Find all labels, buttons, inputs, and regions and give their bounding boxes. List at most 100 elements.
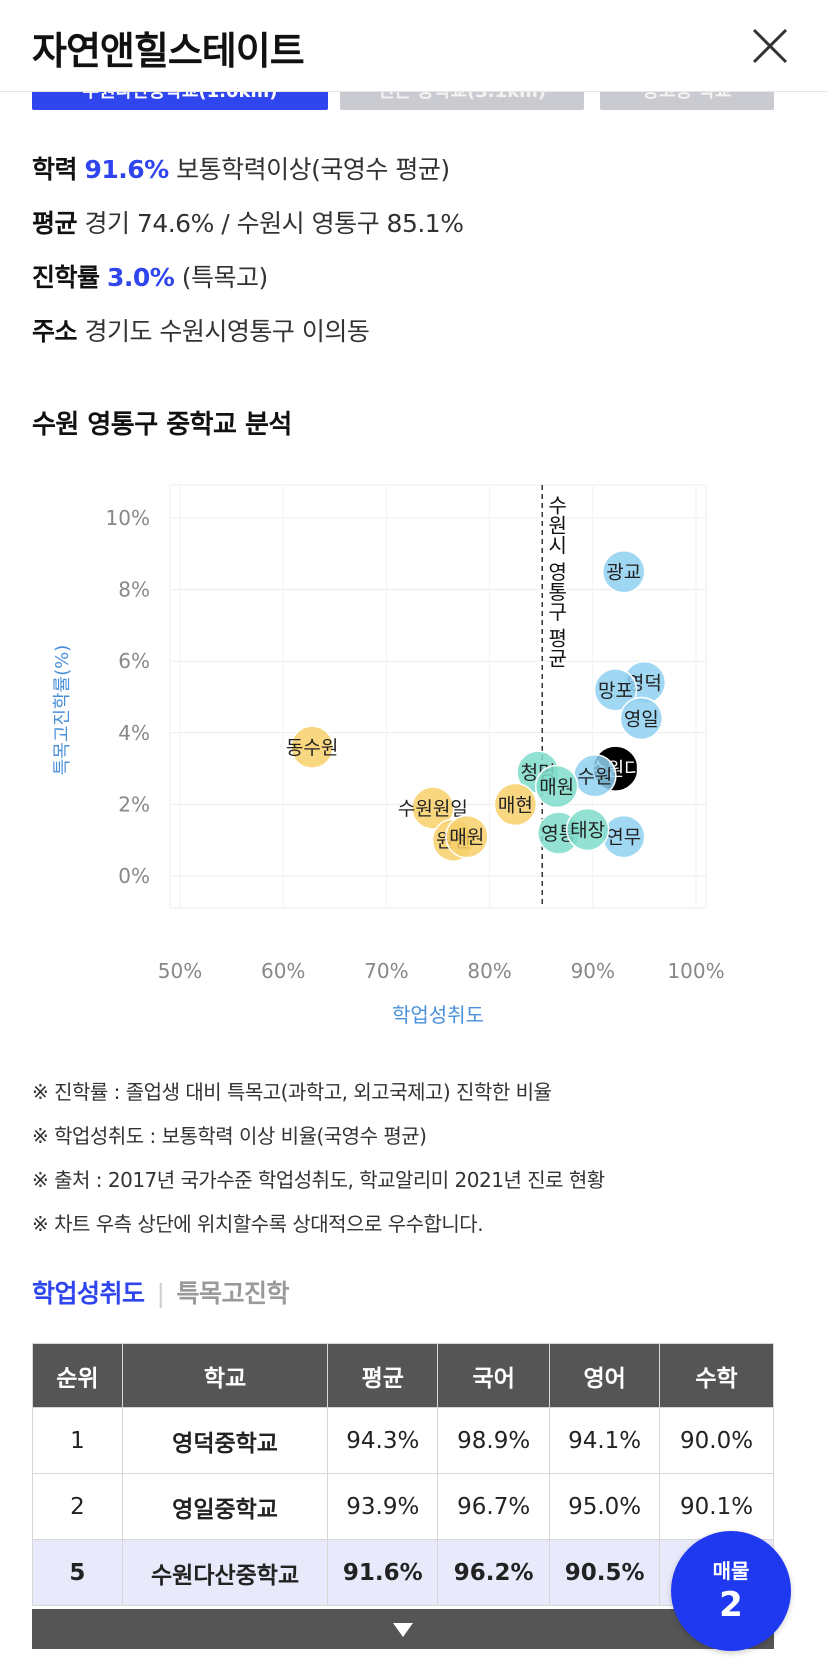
data-point xyxy=(411,786,455,830)
cell-rank: 5 xyxy=(32,1539,123,1606)
cell-rank: 2 xyxy=(32,1473,123,1540)
chart-notes: ※ 진학률 : 졸업생 대비 특목고(과학고, 외고국제고) 진학한 비율 ※ … xyxy=(32,1070,605,1246)
data-point xyxy=(534,764,579,809)
cell-english: 95.0% xyxy=(549,1473,661,1540)
cell-average: 93.9% xyxy=(327,1473,439,1540)
table-row[interactable]: 2 영일중학교 93.9% 96.7% 95.0% 90.1% xyxy=(32,1473,774,1540)
listings-label: 매물 xyxy=(712,1559,750,1583)
ranking-tabs: 학업성취도 | 특목고진학 xyxy=(32,1274,289,1310)
header-math: 수학 xyxy=(659,1343,774,1408)
data-point-label: 연무 xyxy=(606,827,641,849)
cell-average: 94.3% xyxy=(327,1407,439,1474)
data-point xyxy=(593,668,638,712)
y-tick-label: 0% xyxy=(118,864,150,888)
x-tick-label: 80% xyxy=(467,959,511,983)
data-point xyxy=(445,814,489,859)
cell-english: 94.1% xyxy=(549,1407,661,1474)
listings-button[interactable]: 매물 2 xyxy=(671,1531,791,1651)
data-point-label: 수원 xyxy=(577,766,612,788)
achievement-row: 학력 91.6% 보통학력이상(국영수 평균) xyxy=(32,150,450,186)
cell-korean: 98.9% xyxy=(437,1407,551,1474)
cell-rank: 1 xyxy=(32,1407,123,1474)
table-row-current-school[interactable]: 5 수원다산중학교 91.6% 96.2% 90.5% xyxy=(32,1539,774,1606)
y-tick-label: 8% xyxy=(118,578,150,602)
average-label: 평균 xyxy=(32,209,78,238)
close-icon[interactable] xyxy=(748,24,792,68)
address-label: 주소 xyxy=(32,317,78,346)
data-point-label: 매현 xyxy=(498,794,533,816)
address-row: 주소 경기도 수원시영통구 이의동 xyxy=(32,312,370,348)
average-desc: 경기 74.6% / 수원시 영통구 85.1% xyxy=(84,209,464,238)
cell-math: 90.0% xyxy=(659,1407,774,1474)
cell-korean: 96.2% xyxy=(437,1539,551,1606)
y-tick-label: 2% xyxy=(118,792,150,816)
achievement-value: 91.6% xyxy=(84,155,169,184)
header-english: 영어 xyxy=(549,1343,661,1408)
x-tick-label: 60% xyxy=(261,959,305,983)
tab-divider: | xyxy=(156,1279,165,1308)
school-tabs: 수원다산중학교(1.0km) 인근 중학교(3.1km) 중고등 학교 xyxy=(0,92,827,118)
page-title: 자연앤힐스테이트 xyxy=(32,29,305,73)
y-tick-label: 10% xyxy=(106,506,150,530)
header-school: 학교 xyxy=(121,1343,329,1408)
average-row: 평균 경기 74.6% / 수원시 영통구 85.1% xyxy=(32,204,464,240)
cell-school: 영덕중학교 xyxy=(121,1407,329,1474)
expand-table-button[interactable] xyxy=(32,1609,774,1649)
data-point-label: 수원원일 xyxy=(398,798,468,820)
chevron-down-icon xyxy=(393,1623,413,1637)
scatter-chart: 0% 2% 4% 6% 8% 10% 50% 60% 70% 80% 90% 100% 학업성취도 특목고… xyxy=(52,484,725,1027)
data-point-label: 망포 xyxy=(598,680,633,702)
y-axis-label: 특목고진학률(%) xyxy=(52,645,73,776)
cell-math: 90.1% xyxy=(659,1473,774,1540)
data-point-label: 매원 xyxy=(449,827,484,849)
advancement-row: 진학률 3.0% (특목고) xyxy=(32,258,268,294)
x-tick-label: 100% xyxy=(667,959,724,983)
data-point xyxy=(565,807,610,852)
cell-average: 91.6% xyxy=(327,1539,439,1606)
cell-korean: 96.7% xyxy=(437,1473,551,1540)
cell-english: 90.5% xyxy=(549,1539,661,1606)
x-axis-label: 학업성취도 xyxy=(392,1003,484,1027)
reference-line-label: 수원시 영통구 평균 xyxy=(544,495,568,668)
data-point-label: 광교 xyxy=(606,562,641,584)
note-source: ※ 출처 : 2017년 국가수준 학업성취도, 학교알리미 2021년 진로 … xyxy=(32,1168,605,1192)
cell-school: 수원다산중학교 xyxy=(121,1539,329,1606)
achievement-label: 학력 xyxy=(32,155,78,184)
x-tick-label: 90% xyxy=(571,959,615,983)
advancement-value: 3.0% xyxy=(106,263,175,292)
data-point xyxy=(290,725,334,769)
ranking-table: 순위 학교 평균 국어 영어 수학 1 영덕중학교 94.3% 98.9% 94… xyxy=(32,1343,774,1606)
header-average: 평균 xyxy=(327,1343,439,1408)
note-achievement: ※ 학업성취도 : 보통학력 이상 비율(국영수 평균) xyxy=(32,1124,427,1148)
tab-all-schools[interactable]: 중고등 학교 xyxy=(600,92,774,110)
advancement-label: 진학률 xyxy=(32,263,100,292)
header: 자연앤힐스테이트 xyxy=(0,0,827,92)
y-tick-label: 4% xyxy=(118,721,150,745)
header-korean: 국어 xyxy=(437,1343,551,1408)
address-desc: 경기도 수원시영통구 이의동 xyxy=(84,317,370,346)
x-tick-label: 50% xyxy=(158,959,202,983)
y-tick-label: 6% xyxy=(118,649,150,673)
achievement-desc: 보통학력이상(국영수 평균) xyxy=(176,155,450,184)
data-point-label: 매원 xyxy=(539,777,574,799)
tab-nearby-schools[interactable]: 인근 중학교(3.1km) xyxy=(340,92,584,110)
data-point-label: 태장 xyxy=(570,819,605,841)
note-advancement: ※ 진학률 : 졸업생 대비 특목고(과학고, 외고국제고) 진학한 비율 xyxy=(32,1080,552,1104)
listings-count: 2 xyxy=(719,1585,743,1625)
tab-achievement[interactable]: 학업성취도 xyxy=(32,1279,145,1308)
x-tick-label: 70% xyxy=(364,959,408,983)
header-rank: 순위 xyxy=(32,1343,123,1408)
data-point-label: 동수원 xyxy=(286,737,338,759)
tab-nearest-school[interactable]: 수원다산중학교(1.0km) xyxy=(32,92,328,110)
tab-advancement[interactable]: 특목고진학 xyxy=(176,1279,289,1308)
note-position: ※ 차트 우측 상단에 위치할수록 상대적으로 우수합니다. xyxy=(32,1212,484,1236)
table-row[interactable]: 1 영덕중학교 94.3% 98.9% 94.1% 90.0% xyxy=(32,1407,774,1474)
data-point-label: 영일 xyxy=(624,708,659,730)
table-header-row: 순위 학교 평균 국어 영어 수학 xyxy=(32,1343,774,1408)
data-point xyxy=(619,696,664,741)
cell-school: 영일중학교 xyxy=(121,1473,329,1540)
advancement-desc: (특목고) xyxy=(181,263,269,292)
data-point xyxy=(602,549,646,594)
data-point xyxy=(493,782,538,827)
section-title: 수원 영통구 중학교 분석 xyxy=(32,410,292,440)
